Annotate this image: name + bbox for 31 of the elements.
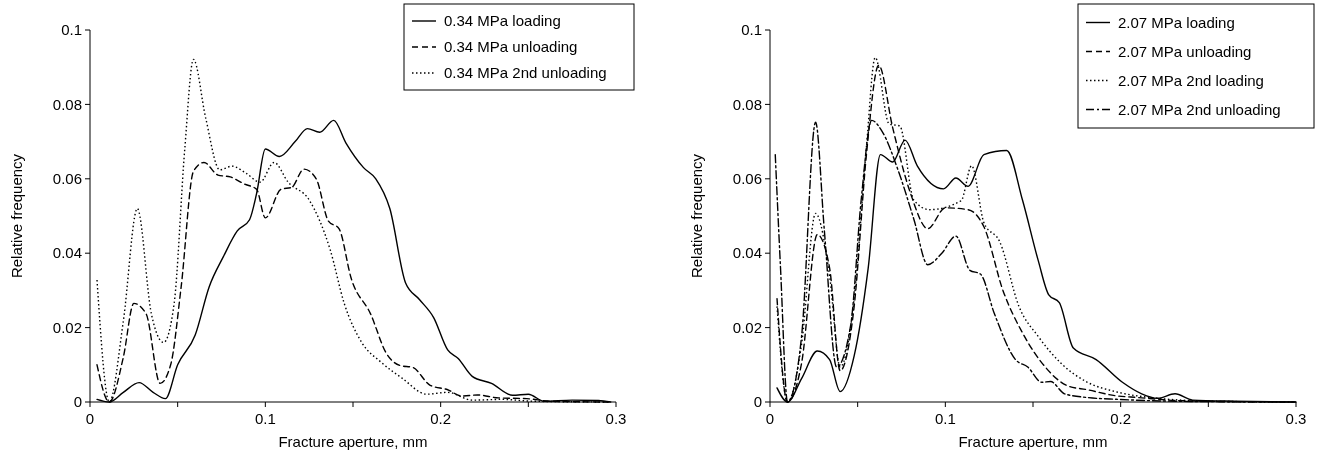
x-tick-label: 0: [765, 410, 775, 427]
legend-label: 0.34 MPa unloading: [444, 38, 578, 56]
y-axis-title: Relative frequency: [8, 153, 25, 279]
y-tick-label: 0.04: [732, 244, 762, 262]
legend-label: 2.07 MPa 2nd loading: [1118, 71, 1264, 89]
y-tick-label: 0.04: [52, 244, 82, 262]
legend-label: 2.07 MPa loading: [1118, 13, 1235, 31]
x-tick-label: 0.2: [430, 410, 452, 427]
x-axis-title: Fracture aperture, mm: [278, 433, 428, 450]
x-tick-label: 0.1: [254, 410, 276, 427]
legend-label: 0.34 MPa loading: [444, 12, 561, 30]
x-axis-title: Fracture aperture, mm: [958, 433, 1108, 450]
legend-label: 2.07 MPa 2nd unloading: [1118, 100, 1281, 118]
y-tick-label: 0.06: [52, 170, 82, 188]
x-tick-label: 0.3: [605, 410, 627, 427]
x-tick-label: 0.2: [1110, 410, 1132, 427]
y-tick-label: 0: [753, 393, 762, 411]
x-tick-label: 0: [85, 410, 95, 427]
y-tick-label: 0.1: [61, 21, 82, 39]
legend-label: 2.07 MPa unloading: [1118, 42, 1252, 60]
y-tick-label: 0: [73, 393, 82, 411]
y-axis-title: Relative frequency: [688, 153, 705, 279]
y-tick-label: 0.06: [732, 170, 762, 188]
legend-label: 0.34 MPa 2nd unloading: [444, 64, 607, 82]
y-tick-label: 0.02: [52, 318, 82, 336]
x-tick-label: 0.3: [1285, 410, 1307, 427]
y-tick-label: 0.02: [732, 318, 762, 336]
y-tick-label: 0.1: [741, 21, 762, 39]
y-tick-label: 0.08: [732, 95, 762, 113]
y-tick-label: 0.08: [52, 95, 82, 113]
x-tick-label: 0.1: [934, 410, 956, 427]
